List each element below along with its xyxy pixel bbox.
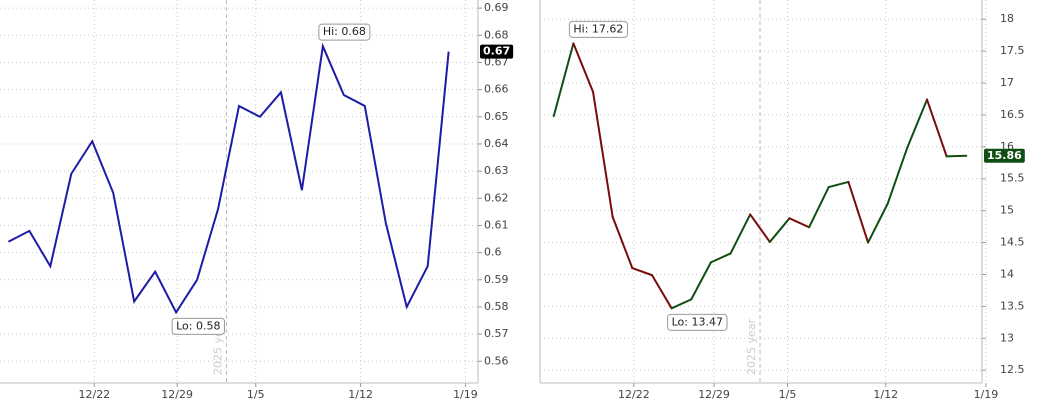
price-segment	[827, 180, 850, 189]
price-segment	[709, 252, 732, 264]
price-segment	[925, 98, 948, 158]
y-tick-label: 12.5	[1000, 363, 1025, 376]
x-tick-label: 1/19	[974, 388, 999, 401]
y-tick-label: 0.65	[484, 110, 509, 123]
callout-label: Lo: 13.47	[672, 315, 723, 328]
y-tick-label: 16.5	[1000, 108, 1025, 121]
price-segment	[729, 213, 752, 255]
y-tick-label: 0.56	[484, 354, 509, 367]
x-tick-label: 1/19	[453, 388, 478, 401]
price-segment	[572, 42, 595, 93]
price-segment	[788, 217, 811, 229]
y-tick-label: 0.6	[484, 246, 502, 259]
price-line	[7, 42, 450, 315]
price-segment	[906, 98, 928, 149]
x-tick-label: 12/22	[618, 388, 650, 401]
callout-label: Hi: 0.68	[323, 25, 366, 38]
y-tick-label: 14	[1000, 267, 1014, 280]
y-tick-label: 0.62	[484, 191, 509, 204]
price-segment	[867, 202, 889, 244]
x-tick-label: 1/5	[779, 388, 797, 401]
y-tick-label: 0.69	[484, 1, 509, 14]
price-segment	[690, 261, 712, 301]
price-segment	[847, 180, 870, 244]
y-tick-label: 0.66	[484, 83, 509, 96]
x-tick-label: 1/12	[348, 388, 373, 401]
callout-box	[171, 317, 225, 335]
y-tick-label: 17	[1000, 76, 1014, 89]
price-segment	[768, 217, 791, 243]
y-tick-label: 0.68	[484, 28, 509, 41]
callout-box	[667, 313, 728, 331]
price-segment	[611, 216, 634, 270]
callout-label: Lo: 0.58	[176, 319, 220, 332]
y-tick-label: 17.5	[1000, 44, 1025, 57]
y-tick-label: 15.5	[1000, 172, 1025, 185]
y-tick-label: 0.57	[484, 327, 509, 340]
x-tick-label: 12/29	[698, 388, 730, 401]
y-tick-label: 18	[1000, 12, 1014, 25]
y-tick-label: 13	[1000, 331, 1014, 344]
price-segment	[650, 274, 673, 310]
price-segment	[749, 213, 771, 243]
y-tick-label: 0.63	[484, 164, 509, 177]
last-price-badge	[480, 44, 514, 59]
callout-box	[318, 23, 371, 41]
y-tick-label: 0.58	[484, 300, 509, 313]
chart-panel: 0.56 0.57 0.58 0.59 0.6 0.61 0.62 0.63 0.64 0.65 0…	[0, 0, 514, 401]
last-price-label: 0.67	[483, 45, 510, 58]
price-segment	[808, 186, 830, 229]
y-tick-label: 14.5	[1000, 236, 1025, 249]
price-segment	[945, 154, 968, 158]
x-tick-label: 12/22	[78, 388, 110, 401]
price-segment	[670, 298, 693, 310]
chart-panel: 12.51313.51414.51515.51616.51717.51812/2…	[539, 0, 1025, 401]
y-tick-label: 13.5	[1000, 299, 1025, 312]
last-price-badge	[984, 148, 1025, 163]
y-tick-label: 0.64	[484, 137, 509, 150]
price-segment	[552, 42, 575, 118]
x-tick-label: 1/12	[873, 388, 898, 401]
price-segment	[592, 90, 614, 219]
callout-label: Hi: 17.62	[573, 22, 623, 35]
x-tick-label: 1/5	[247, 388, 265, 401]
callout-box	[568, 20, 628, 38]
year-label: 2025 year	[745, 318, 758, 375]
price-segment	[886, 146, 909, 205]
y-tick-label: 0.61	[484, 218, 509, 231]
y-tick-label: 15	[1000, 204, 1014, 217]
x-tick-label: 12/29	[161, 388, 193, 401]
last-price-label: 15.86	[987, 149, 1022, 162]
y-tick-label: 0.59	[484, 273, 509, 286]
y-tick-label: 0.67	[484, 55, 509, 68]
price-segment	[631, 267, 653, 277]
